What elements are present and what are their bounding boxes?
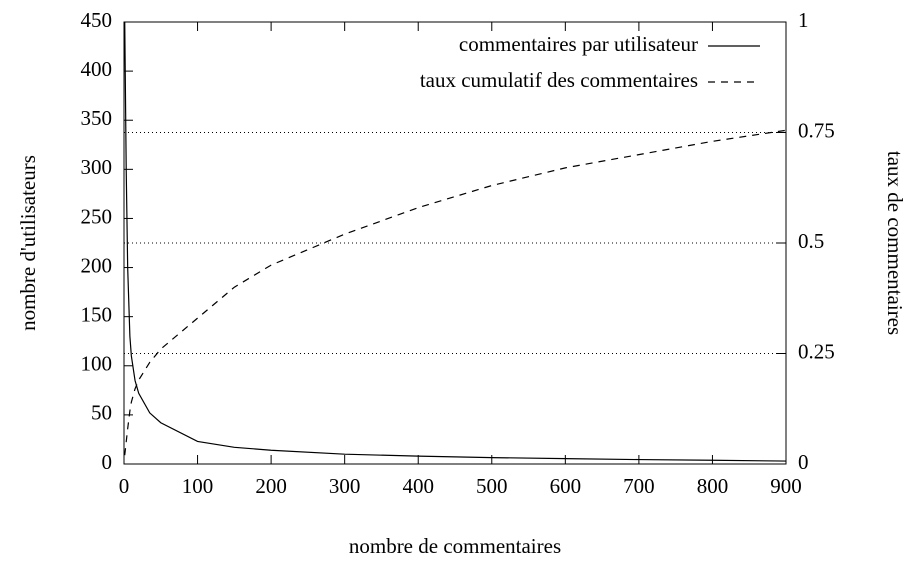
y-tick-label: 0 — [102, 450, 113, 474]
x-tick-label: 900 — [770, 474, 802, 498]
y-tick-label: 150 — [81, 302, 113, 326]
x-axis-label: nombre de commentaires — [349, 534, 561, 558]
legend-label: commentaires par utilisateur — [459, 32, 698, 56]
y2-tick-label: 0.25 — [798, 339, 835, 363]
y-tick-label: 350 — [81, 106, 113, 130]
legend-label: taux cumulatif des commentaires — [420, 68, 698, 92]
y-tick-label: 250 — [81, 204, 113, 228]
x-tick-label: 600 — [550, 474, 582, 498]
x-tick-label: 500 — [476, 474, 508, 498]
y2-tick-label: 1 — [798, 8, 809, 32]
y-tick-label: 300 — [81, 155, 113, 179]
x-tick-label: 200 — [255, 474, 287, 498]
x-tick-label: 700 — [623, 474, 655, 498]
x-tick-label: 800 — [697, 474, 729, 498]
y-tick-label: 100 — [81, 352, 113, 376]
y-tick-label: 400 — [81, 57, 113, 81]
x-tick-label: 100 — [182, 474, 214, 498]
y-tick-label: 200 — [81, 253, 113, 277]
series-line — [124, 129, 786, 456]
y-axis-label: nombre d'utilisateurs — [16, 155, 40, 331]
x-tick-label: 400 — [402, 474, 434, 498]
y-tick-label: 450 — [81, 8, 113, 32]
series-line — [124, 22, 786, 462]
y-tick-label: 50 — [91, 401, 112, 425]
y2-tick-label: 0.5 — [798, 229, 824, 253]
plot-frame — [123, 21, 787, 465]
x-tick-label: 0 — [119, 474, 130, 498]
x-tick-label: 300 — [329, 474, 361, 498]
y2-tick-label: 0 — [798, 450, 809, 474]
y2-tick-label: 0.75 — [798, 118, 835, 142]
y2-axis-label: taux de commentaires — [883, 151, 907, 335]
